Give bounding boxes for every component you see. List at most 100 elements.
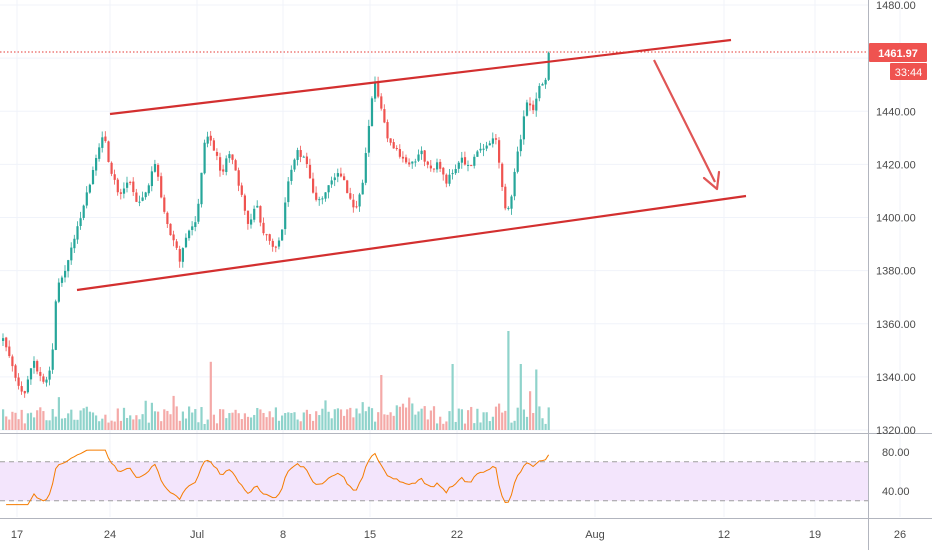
candle-body [401,156,405,159]
candle-body [45,379,48,383]
candle-body [88,184,91,193]
volume-bar [423,406,426,430]
volume-bar [8,419,11,430]
volume-bar [181,411,184,430]
candle-body [150,171,153,187]
volume-bar [240,419,243,430]
volume-bar [327,411,330,430]
candle-body [194,222,197,228]
volume-bar [473,423,476,430]
candle-body [119,192,122,194]
volume-bar [529,391,532,430]
candle-body [107,141,110,162]
candle-body [352,199,355,208]
volume-bar [60,418,64,430]
volume-bar [194,409,197,430]
volume-bar [302,412,305,430]
volume-bar [491,416,494,430]
volume-bar [101,418,104,430]
candle-body [336,173,339,177]
volume-bar [324,400,327,430]
candle-body [104,136,107,142]
volume-bar [333,409,336,430]
candle-body [507,207,510,209]
time-tick-label: 12 [718,529,730,541]
time-tick-label: 24 [104,529,116,541]
candle-body [42,376,45,382]
candle-body [188,230,191,239]
volume-bar [485,412,488,430]
volume-bar [79,410,82,430]
candle-body [525,102,529,116]
candle-body [519,139,522,152]
candle-body [445,174,448,184]
volume-bar [296,419,299,430]
candle-body [429,165,432,169]
volume-bar [392,415,395,430]
candle-body [203,142,206,174]
volume-bar [541,418,544,430]
volume-bar [525,416,529,430]
candle-body [126,182,129,188]
candle-body [355,206,358,208]
volume-bar [209,361,212,430]
candle-body [327,185,330,193]
candle-body [64,270,67,278]
candle-body [411,161,414,164]
volume-bar [231,412,234,430]
candle-body [284,202,287,230]
volume-bar [339,409,343,430]
volume-bar [45,420,48,430]
volume-bar [57,397,60,430]
annotation-layer [0,38,868,292]
volume-bar [321,408,324,430]
volume-bar [138,419,141,430]
candle-body [547,52,550,80]
volume-bar [113,421,116,430]
volume-bar [135,415,138,430]
candle-body [395,148,398,150]
volume-bar [352,417,355,430]
candle-body [17,377,20,386]
volume-bar [98,421,101,430]
candle-body [315,192,318,200]
candle-body [246,210,250,224]
volume-bar [432,406,436,430]
candle-body [116,179,119,193]
volume-bar [532,412,535,430]
volume-bar [429,410,432,430]
candle-body [522,116,525,140]
volume-bar [277,420,281,430]
candle-body [538,85,541,99]
candle-body [70,247,73,261]
time-tick-label: 22 [451,529,463,541]
volume-bar [48,420,51,430]
volume-bar [293,412,296,430]
candle-body [178,249,181,262]
volume-bar [265,417,268,430]
candle-body [516,151,519,172]
candle-body [436,162,439,170]
rsi-tick-label: 80.00 [882,447,910,459]
volume-bar [420,408,423,430]
candle-body [479,148,482,151]
candle-body [432,168,436,170]
volume-bar [262,412,265,430]
candle-body [175,241,178,248]
volume-bar [33,417,36,430]
candle-body [485,145,488,149]
price-tick-label: 1380.00 [876,266,916,278]
candle-body [36,361,39,372]
volume-bar [395,405,398,430]
candle-body [473,156,476,166]
candle-body [513,171,516,197]
volume-bar [364,411,367,430]
volume-bar [250,417,253,430]
candle-body [398,149,401,157]
volume-bar [501,412,504,430]
volume-bar [107,422,110,430]
volume-bar [215,423,219,430]
candle-body [129,181,132,183]
